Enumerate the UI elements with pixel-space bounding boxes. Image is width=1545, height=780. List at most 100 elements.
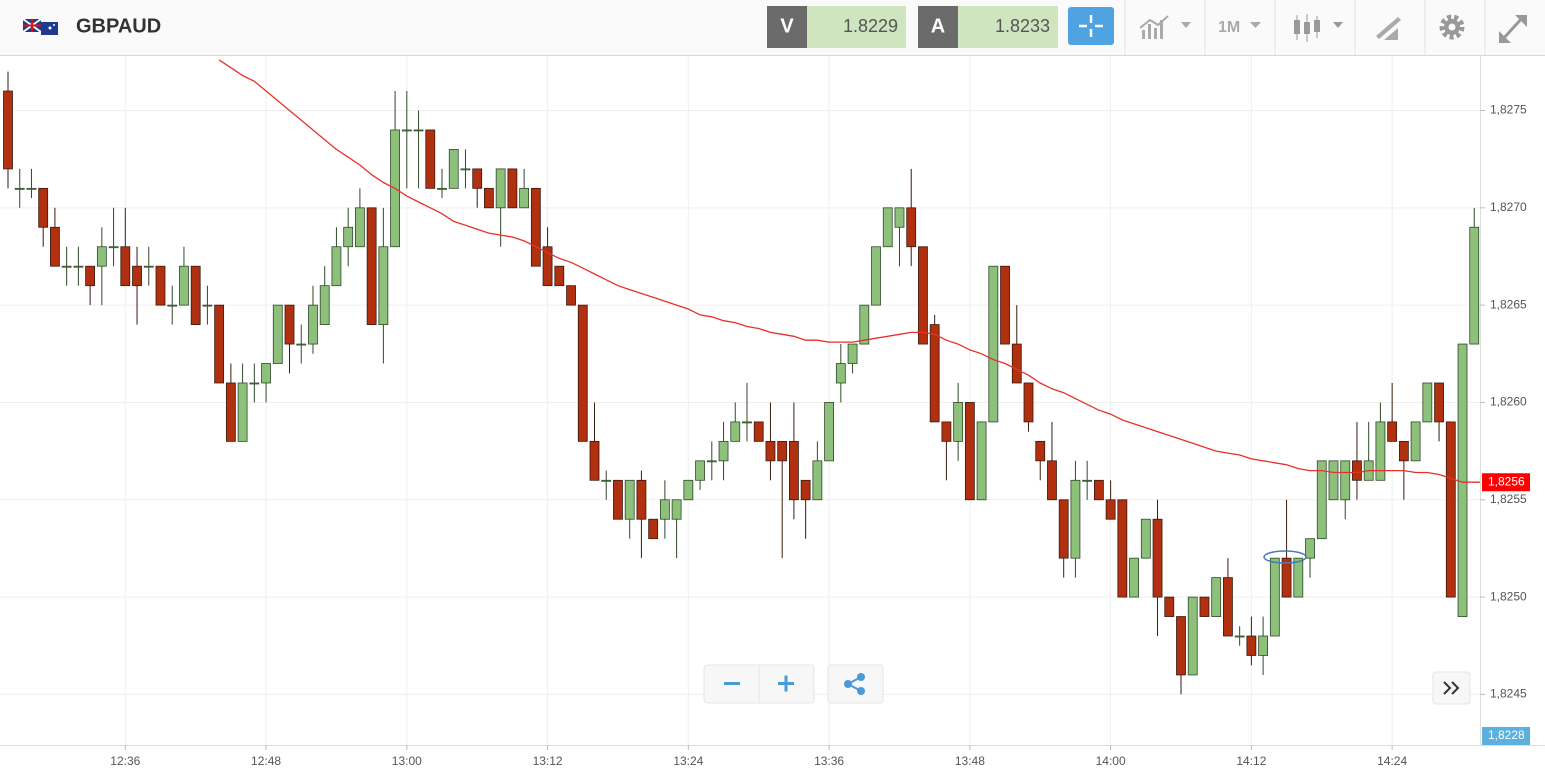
candle-body (835, 363, 846, 384)
candle-body (202, 304, 213, 307)
candle-body (847, 343, 858, 364)
candle-body (683, 479, 694, 501)
ma-label: 1,8256 (1488, 474, 1525, 488)
candle-body (882, 207, 893, 248)
candle-body (718, 440, 729, 462)
candle-body (929, 324, 940, 423)
candle-body (1082, 479, 1093, 482)
candle-body (530, 187, 541, 267)
candle-body (214, 304, 225, 384)
moving-average (218, 59, 1480, 483)
candle-body (566, 285, 576, 306)
candle-body (918, 246, 928, 345)
candle-body (1211, 577, 1222, 617)
candle-body (671, 499, 682, 520)
candle-body (108, 246, 119, 249)
candle-body (261, 363, 271, 384)
candle-body (1176, 616, 1186, 676)
candle-body (1129, 557, 1139, 598)
sell-price-box[interactable] (807, 6, 906, 48)
candle-body (3, 90, 13, 170)
toolbar-separators (1124, 0, 1486, 55)
candle-body (1246, 635, 1257, 656)
y-tick-label: 1,8270 (1490, 200, 1527, 214)
candle-body (1469, 226, 1480, 345)
candle-body (1258, 635, 1269, 656)
candle-body (624, 479, 635, 520)
sell-button[interactable] (767, 6, 807, 48)
timeframe[interactable]: 1M (1218, 19, 1240, 36)
buy-label: A (931, 15, 945, 37)
buy-price-box[interactable] (958, 6, 1058, 48)
settings-button[interactable] (1439, 14, 1465, 40)
y-tick-label: 1,8260 (1490, 395, 1527, 409)
candle-body (378, 246, 389, 325)
candle-body (1105, 499, 1116, 520)
candle-body (601, 479, 612, 482)
zoom-in-button[interactable] (778, 675, 794, 692)
candle-body (988, 265, 999, 423)
crosshair-button[interactable] (1068, 7, 1114, 45)
sell-price: 1.8229 (843, 16, 898, 36)
candle-body (812, 460, 823, 501)
candle-body (1328, 460, 1339, 501)
price-label: 1,8228 (1488, 728, 1525, 742)
ma-badge (1482, 473, 1530, 492)
candle-body (730, 421, 741, 442)
buy-price: 1.8233 (995, 16, 1050, 36)
candle-body (249, 382, 260, 385)
candle-body (319, 285, 330, 325)
x-tick-label: 14:12 (1236, 754, 1266, 768)
candle-body (976, 421, 987, 501)
candle-body (824, 402, 834, 462)
candle-body (1000, 265, 1010, 345)
timeframe-caret (1250, 22, 1261, 28)
candle-body (789, 440, 799, 501)
candle-body (1058, 499, 1069, 559)
candle-body (413, 129, 424, 132)
candle-body (1023, 382, 1034, 423)
candle-body (1387, 421, 1398, 442)
candle-body (1457, 343, 1468, 617)
candle-body (648, 518, 659, 540)
candle-body (1422, 382, 1433, 423)
candle-body (859, 304, 870, 345)
zoom-out-button[interactable] (724, 682, 740, 685)
fullscreen-button[interactable] (1499, 15, 1527, 43)
candle-body (1269, 557, 1280, 637)
candle-body (425, 129, 436, 189)
plot (3, 59, 1480, 695)
candle-body (1187, 596, 1198, 676)
candle-body (472, 168, 483, 189)
candle-body (1293, 557, 1304, 598)
scroll-end-button[interactable] (1432, 671, 1471, 705)
candle-body (61, 265, 72, 268)
candle-body (38, 187, 49, 228)
y-tick-label: 1,8265 (1490, 297, 1527, 311)
candle-body (495, 168, 506, 209)
share-button[interactable] (827, 664, 884, 704)
candle-body (706, 460, 717, 463)
candle-body (1011, 343, 1022, 384)
candle-body (1305, 538, 1315, 559)
annotation-ellipse (1263, 550, 1307, 564)
draw-tool-button[interactable] (1376, 17, 1401, 40)
x-tick-label: 13:00 (392, 754, 422, 768)
x-tick-label: 13:48 (955, 754, 985, 768)
candle-body (894, 207, 905, 228)
symbol: GBPAUD (76, 15, 161, 37)
indicator-button[interactable] (1139, 15, 1191, 39)
candle-body (272, 304, 283, 364)
candle-body (753, 421, 764, 442)
chart-type-button[interactable] (1294, 14, 1343, 42)
candle-body (143, 265, 154, 268)
candle-body (96, 246, 107, 267)
candle-body (437, 187, 447, 190)
candle-body (1352, 460, 1362, 481)
candle-body (1035, 440, 1046, 462)
candle-body (800, 479, 811, 501)
buy-button[interactable] (918, 6, 958, 48)
candle-body (577, 304, 588, 442)
